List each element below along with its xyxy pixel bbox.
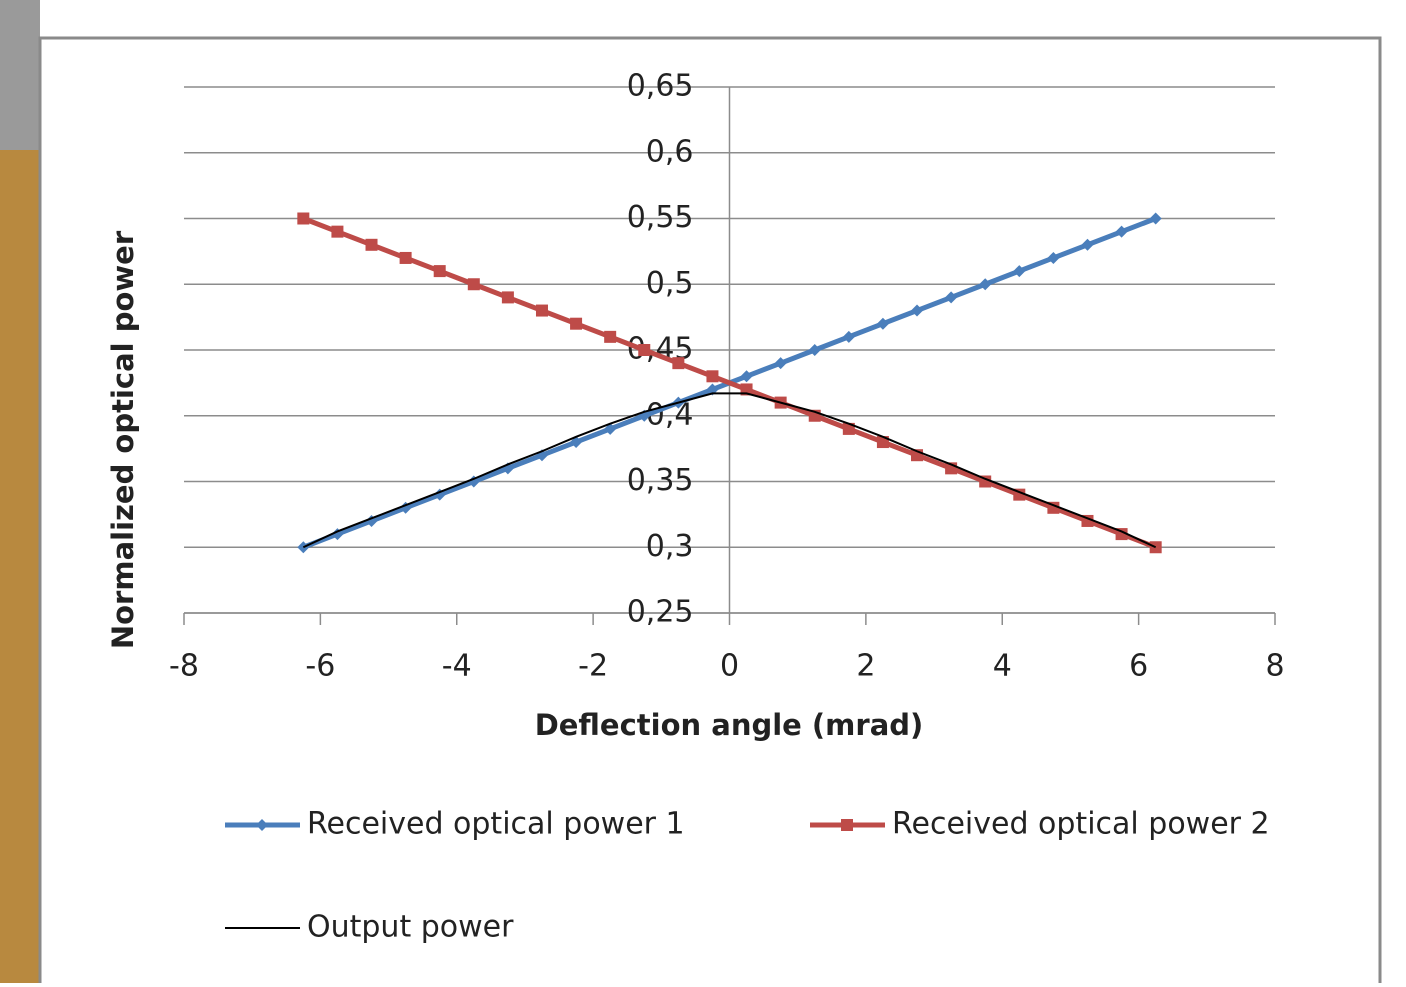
data-point	[740, 370, 753, 383]
x-tick-label: -4	[442, 649, 472, 684]
y-axis-title: Normalized optical power	[106, 230, 140, 649]
y-tick-label: 0,25	[627, 595, 694, 630]
data-point	[1013, 265, 1026, 278]
data-point	[945, 291, 958, 304]
data-point	[774, 357, 787, 370]
data-point	[979, 278, 992, 291]
data-point	[399, 251, 412, 264]
photo-strip	[0, 0, 40, 150]
photo-strip	[0, 150, 40, 983]
data-point	[672, 357, 685, 370]
data-point	[1149, 212, 1162, 225]
data-point	[706, 370, 719, 383]
data-point	[467, 278, 480, 291]
data-point	[433, 265, 446, 278]
x-tick-label: -6	[305, 649, 335, 684]
legend-marker	[256, 819, 268, 831]
data-point	[297, 212, 310, 225]
data-point	[501, 291, 514, 304]
x-tick-label: 0	[720, 649, 739, 684]
data-point	[365, 238, 378, 251]
data-point	[331, 225, 344, 238]
data-point	[570, 317, 583, 330]
legend-label: Received optical power 2	[892, 807, 1270, 842]
data-point	[604, 422, 617, 435]
y-tick-label: 0,35	[627, 463, 694, 498]
x-tick-label: 8	[1265, 649, 1284, 684]
data-point	[535, 304, 548, 317]
data-point	[808, 344, 821, 356]
x-tick-label: 4	[993, 649, 1012, 684]
y-tick-label: 0,5	[646, 266, 694, 301]
y-tick-label: 0,6	[646, 134, 694, 169]
x-tick-label: 6	[1129, 649, 1148, 684]
y-tick-label: 0,65	[627, 69, 694, 104]
data-point	[911, 304, 924, 317]
series-line	[302, 392, 1157, 549]
data-point	[1081, 238, 1094, 251]
y-tick-label: 0,3	[646, 529, 694, 564]
data-point	[842, 422, 855, 435]
data-point	[1115, 225, 1128, 238]
x-tick-label: -2	[578, 649, 608, 684]
data-point	[604, 330, 617, 343]
data-point	[842, 330, 855, 343]
data-point	[876, 317, 889, 330]
y-tick-label: 0,55	[627, 200, 694, 235]
x-tick-label: 2	[856, 649, 875, 684]
data-point	[638, 344, 651, 356]
data-point	[1047, 251, 1060, 264]
x-tick-label: -8	[169, 649, 199, 684]
legend-marker	[841, 819, 853, 831]
legend-label: Output power	[307, 910, 514, 945]
x-axis-title: Deflection angle (mrad)	[535, 708, 924, 742]
legend-label: Received optical power 1	[307, 807, 685, 842]
